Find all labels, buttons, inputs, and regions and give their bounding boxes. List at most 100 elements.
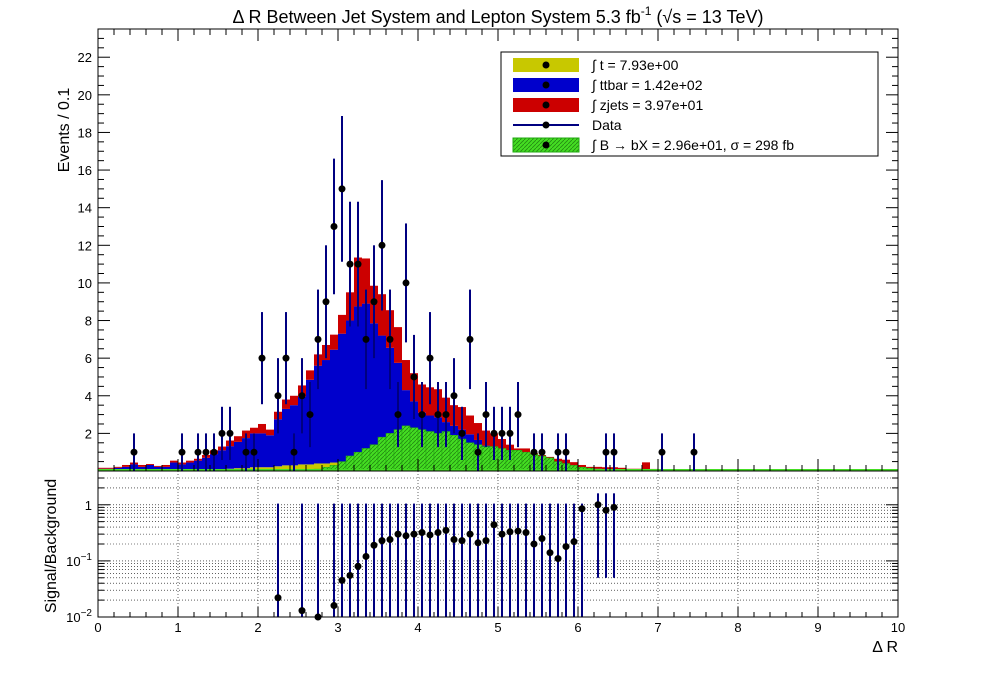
ratio-point [362,552,370,560]
bottom-x-tick-label: 7 [654,620,661,635]
bar-t [314,463,322,471]
bar-zjets [154,465,162,467]
ratio-point [378,537,386,545]
data-point [130,448,138,456]
bar-signal [409,427,419,472]
legend-marker [542,101,550,109]
ratio-point [610,503,618,511]
bar-signal [369,444,379,472]
bar-zjets [138,464,146,467]
bar-zjets [170,460,178,463]
data-point [386,335,394,343]
bar-signal [449,435,459,472]
data-point [514,411,522,419]
ratio-point [450,536,458,544]
bottom-x-tick-label: 0 [94,620,101,635]
bottom-x-axis: 0 1 2 3 4 5 6 7 8 9 10 [94,607,905,635]
data-point [298,392,306,400]
bottom-x-tick-label: 6 [574,620,581,635]
legend-marker [542,81,550,89]
ratio-point [418,529,426,537]
bar-signal [353,451,363,472]
data-point [346,260,354,268]
data-point [242,448,250,456]
ratio-point [426,531,434,539]
data-point [354,260,362,268]
bar-zjets [290,395,298,406]
top-y-axis-title: Events / 0.1 [56,88,73,173]
top-y-tick-label: 10 [78,276,92,291]
bottom-x-tick-label: 8 [734,620,741,635]
data-point [362,335,370,343]
bar-t [298,464,306,471]
ratio-point [458,537,466,545]
chart-title: Δ R Between Jet System and Lepton System… [232,4,763,27]
top-y-tick-label: 20 [78,88,92,103]
ratio-point [466,530,474,538]
data-point [394,411,402,419]
bar-ttbar [258,433,266,468]
bar-zjets [642,462,650,470]
bottom-panel: 10−2 10−1 1 0 1 2 3 4 5 6 7 8 9 10 Signal/Background… [43,470,905,656]
bar-zjets [162,464,170,467]
bar-zjets [402,360,410,391]
data-point [178,448,186,456]
data-point [482,411,490,419]
chart-title-energy: (√s = 13 TeV) [651,7,763,27]
ratio-point [522,529,530,537]
bar-signal [481,446,491,472]
bar-ttbar [370,323,378,463]
data-point [474,448,482,456]
bar-signal [385,433,395,472]
top-y-tick-label: 18 [78,125,92,140]
data-point [490,429,498,437]
ratio-point [402,532,410,540]
top-y-tick-label: 4 [85,389,92,404]
data-point [202,448,210,456]
ratio-point [346,571,354,579]
data-point [434,411,442,419]
bar-ttbar [122,466,130,471]
bar-zjets [258,423,266,434]
data-point [338,185,346,193]
bar-ttbar [314,365,322,464]
top-y-tick-label: 6 [85,351,92,366]
bottom-y-tick-label: 10−2 [66,608,92,625]
ratio-point [442,526,450,534]
data-point [402,279,410,287]
data-point [378,241,386,249]
bar-ttbar [282,408,290,466]
top-y-tick-label: 12 [78,238,92,253]
ratio-points [274,493,618,621]
ratio-point [578,505,586,513]
data-point [450,392,458,400]
bar-t [274,466,282,471]
data-point [290,448,298,456]
top-y-tick-label: 8 [85,314,92,329]
ratio-point [570,538,578,546]
data-point [370,298,378,306]
ratio-point [498,530,506,538]
bar-zjets [98,467,106,469]
bar-zjets [466,415,474,435]
data-point [426,354,434,362]
legend: ∫ t = 7.93e+00 ∫ ttbar = 1.42e+02 ∫ zjets … [500,51,879,157]
bar-ttbar [330,349,338,463]
bar-zjets [122,464,130,467]
bar-zjets [570,462,578,466]
ratio-point [338,576,346,584]
data-point [330,222,338,230]
bar-zjets [578,464,586,468]
bar-t [306,464,314,471]
bar-zjets [394,327,402,363]
legend-label-data: Data [592,117,622,133]
bar-zjets [282,399,290,409]
bottom-y-tick-label: 10−1 [66,552,92,569]
data-point [418,411,426,419]
bar-signal [345,455,355,472]
data-point [506,429,514,437]
data-point [258,354,266,362]
legend-marker [542,121,550,129]
bottom-x-tick-label: 3 [334,620,341,635]
